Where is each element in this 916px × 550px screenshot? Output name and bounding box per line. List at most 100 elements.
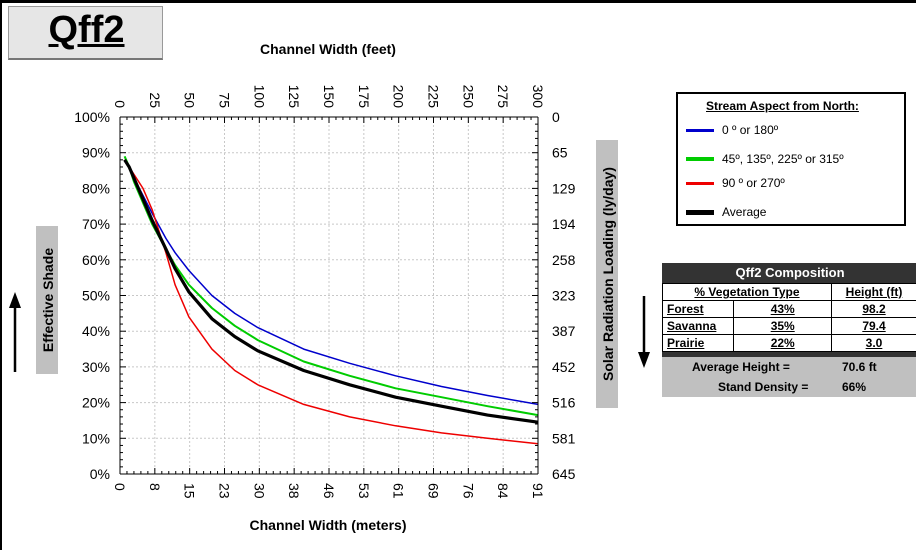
header-vegetation-type: % Vegetation Type	[662, 283, 832, 301]
left-tick-label: 60%	[82, 252, 110, 268]
legend-label: Average	[722, 205, 767, 219]
legend-label: 90 º or 270º	[722, 176, 785, 190]
right-tick-label: 129	[552, 180, 576, 196]
bottom-tick-label: 30	[251, 483, 267, 499]
cell-height: 3.0	[831, 334, 916, 352]
top-tick-label: 50	[182, 92, 198, 108]
left-tick-label: 50%	[82, 288, 110, 304]
legend-label: 0 º or 180º	[722, 123, 779, 137]
cell-height: 98.2	[831, 300, 916, 318]
top-tick-label: 75	[217, 92, 233, 108]
axes-layer	[119, 116, 539, 475]
table-row: Prairie 22% 3.0	[661, 334, 916, 352]
top-axis-label: Channel Width (feet)	[260, 41, 396, 57]
up-arrow-icon	[9, 292, 21, 372]
legend-item: 45º, 135º, 225º or 315º	[686, 151, 844, 167]
top-tick-label: 125	[286, 85, 302, 109]
legend-swatch-red	[686, 181, 714, 185]
top-tick-label: 275	[495, 85, 511, 109]
left-axis-label-box	[36, 226, 58, 374]
composition-panel: Qff2 Composition % Vegetation Type Heigh…	[661, 263, 916, 397]
legend: Stream Aspect from North: 0 º or 180º 45…	[676, 92, 906, 226]
average-height-value: 70.6 ft	[842, 360, 877, 374]
top-tick-label: 0	[112, 100, 128, 108]
series-line-2	[123, 159, 539, 445]
right-tick-label: 323	[552, 288, 576, 304]
stand-density-row: Stand Density = 66%	[662, 377, 916, 397]
bottom-tick-label: 8	[147, 483, 163, 491]
bottom-tick-label: 76	[460, 483, 476, 499]
average-height-row: Average Height = 70.6 ft	[662, 357, 916, 377]
top-tick-label: 150	[321, 85, 337, 109]
left-tick-label: 40%	[82, 323, 110, 339]
cell-type: Forest	[661, 300, 735, 318]
cell-pct: 35%	[733, 317, 832, 335]
legend-swatch-blue	[686, 128, 714, 132]
right-axis-label-box	[596, 140, 618, 408]
left-axis-label: Effective Shade	[40, 248, 56, 352]
top-tick-label: 100	[251, 85, 267, 109]
frame-top-border	[0, 0, 916, 3]
table-row: Savanna 35% 79.4	[661, 317, 916, 335]
bottom-tick-label: 53	[356, 483, 372, 499]
table-row: % Vegetation Type Height (ft)	[662, 283, 916, 301]
stand-density-value: 66%	[842, 380, 867, 394]
page-title: Qff2	[48, 9, 125, 51]
bottom-tick-label: 0	[112, 483, 128, 491]
legend-item: 90 º or 270º	[686, 175, 785, 191]
average-height-label: Average Height =	[692, 360, 790, 374]
legend-item: 0 º or 180º	[686, 122, 778, 138]
right-tick-label: 194	[552, 216, 576, 232]
legend-swatch-green	[686, 157, 714, 161]
bottom-tick-label: 61	[391, 483, 407, 499]
left-tick-label: 100%	[74, 109, 110, 125]
top-tick-label: 225	[426, 85, 442, 109]
title-box: Qff2	[8, 6, 163, 60]
composition-divider	[662, 352, 916, 357]
bottom-tick-label: 69	[426, 483, 442, 499]
right-tick-label: 645	[552, 466, 576, 482]
right-tick-label: 387	[552, 323, 576, 339]
left-tick-label: 70%	[82, 216, 110, 232]
legend-title: Stream Aspect from North:	[706, 99, 859, 113]
top-tick-label: 250	[460, 85, 476, 109]
cell-pct: 43%	[733, 300, 832, 318]
bottom-tick-label: 38	[286, 483, 302, 499]
series-line-3	[123, 158, 539, 424]
bottom-tick-label: 84	[495, 483, 511, 499]
left-tick-label: 80%	[82, 180, 110, 196]
cell-height: 79.4	[831, 317, 916, 335]
tick-layer: 0% 10% 20% 30% 40% 50% 60% 70% 80% 90% 100% 645 581 5…	[74, 85, 575, 499]
top-tick-label: 200	[391, 85, 407, 109]
top-tick-label: 25	[147, 92, 163, 108]
cell-pct: 22%	[733, 334, 832, 352]
legend-swatch-black	[686, 209, 714, 215]
right-tick-label: 0	[552, 109, 560, 125]
table-row: Forest 43% 98.2	[661, 300, 916, 318]
left-tick-label: 0%	[90, 466, 110, 482]
left-tick-label: 10%	[82, 430, 110, 446]
cell-type: Savanna	[661, 317, 735, 335]
bottom-tick-label: 91	[530, 483, 546, 499]
bottom-tick-label: 23	[217, 483, 233, 499]
legend-item: Average	[686, 204, 766, 220]
composition-title: Qff2 Composition	[662, 263, 916, 283]
bottom-tick-label: 46	[321, 483, 337, 499]
stand-density-label: Stand Density =	[718, 380, 809, 394]
bottom-axis-label: Channel Width (meters)	[250, 517, 407, 533]
top-tick-label: 175	[356, 85, 372, 109]
right-tick-label: 452	[552, 359, 576, 375]
composition-table: % Vegetation Type Height (ft) Forest 43%…	[661, 283, 916, 352]
left-tick-label: 20%	[82, 395, 110, 411]
right-tick-label: 65	[552, 145, 568, 161]
right-axis-label: Solar Radiation Loading (ly/day)	[600, 167, 616, 381]
frame-left-border	[0, 0, 2, 550]
right-tick-label: 258	[552, 252, 576, 268]
left-tick-label: 30%	[82, 359, 110, 375]
legend-label: 45º, 135º, 225º or 315º	[722, 152, 844, 166]
header-height: Height (ft)	[831, 283, 916, 301]
series-layer	[123, 155, 539, 445]
down-arrow-icon	[638, 296, 650, 368]
